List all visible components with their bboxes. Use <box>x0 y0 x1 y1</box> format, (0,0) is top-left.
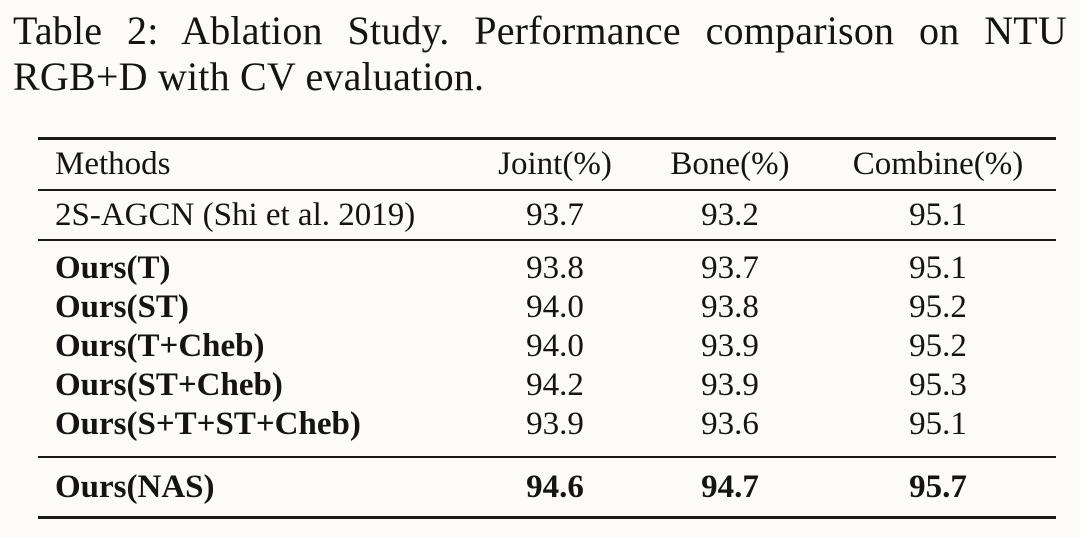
cell-combine: 95.2 <box>909 289 967 325</box>
cell-combine: 95.1 <box>909 406 967 442</box>
cell-method: Ours(ST) <box>55 289 189 325</box>
table-header-row: Methods Joint(%) Bone(%) Combine(%) <box>38 140 1056 189</box>
table-top-rule <box>38 137 1056 140</box>
col-header-joint: Joint(%) <box>498 146 612 182</box>
table-caption-line1: Table 2: Ablation Study. Performance com… <box>13 8 1067 53</box>
final-divider-rule <box>38 456 1056 458</box>
table-row: Ours(ST+Cheb) 94.2 93.9 95.3 <box>38 366 1056 405</box>
cell-bone: 93.7 <box>701 250 759 286</box>
cell-joint: 93.8 <box>526 250 584 286</box>
header-divider-rule <box>38 189 1056 191</box>
cell-bone: 93.2 <box>701 196 759 233</box>
cell-joint: 94.6 <box>526 468 584 505</box>
table-row-baseline: 2S-AGCN (Shi et al. 2019) 93.7 93.2 95.1 <box>38 191 1056 239</box>
table-caption: Table 2: Ablation Study. Performance com… <box>13 8 1067 100</box>
table-row-final: Ours(NAS) 94.6 94.7 95.7 <box>38 458 1056 516</box>
cell-joint: 94.0 <box>526 328 584 364</box>
col-header-combine: Combine(%) <box>852 146 1024 182</box>
cell-bone: 93.9 <box>701 328 759 364</box>
cell-bone: 93.9 <box>701 367 759 403</box>
cell-combine: 95.1 <box>909 250 967 286</box>
table-row: Ours(T) 93.8 93.7 95.1 <box>38 249 1056 288</box>
cell-joint: 93.9 <box>526 406 584 442</box>
col-header-bone: Bone(%) <box>670 146 790 182</box>
cell-bone: 94.7 <box>701 468 759 505</box>
cell-method: Ours(T) <box>55 250 171 286</box>
ablation-table: Methods Joint(%) Bone(%) Combine(%) 2S-A… <box>38 137 1056 519</box>
table-row: Ours(ST) 94.0 93.8 95.2 <box>38 288 1056 327</box>
cell-method: Ours(S+T+ST+Cheb) <box>55 406 361 442</box>
table-row: Ours(S+T+ST+Cheb) 93.9 93.6 95.1 <box>38 405 1056 444</box>
cell-joint: 93.7 <box>526 196 584 233</box>
table-bottom-rule <box>38 516 1056 519</box>
cell-method: Ours(T+Cheb) <box>55 328 265 364</box>
cell-method: 2S-AGCN (Shi et al. 2019) <box>55 196 416 233</box>
cell-bone: 93.6 <box>701 406 759 442</box>
cell-method: Ours(NAS) <box>55 468 215 505</box>
ablation-rows-group: Ours(T) 93.8 93.7 95.1 Ours(ST) 94.0 93.… <box>38 241 1056 456</box>
baseline-divider-rule <box>38 239 1056 241</box>
cell-joint: 94.0 <box>526 289 584 325</box>
table-caption-line2: RGB+D with CV evaluation. <box>13 54 485 99</box>
cell-bone: 93.8 <box>701 289 759 325</box>
cell-combine: 95.3 <box>909 367 967 403</box>
cell-combine: 95.7 <box>909 468 967 505</box>
cell-combine: 95.2 <box>909 328 967 364</box>
table-row: Ours(T+Cheb) 94.0 93.9 95.2 <box>38 327 1056 366</box>
cell-method: Ours(ST+Cheb) <box>55 367 283 403</box>
cell-joint: 94.2 <box>526 367 584 403</box>
col-header-methods: Methods <box>55 146 171 182</box>
cell-combine: 95.1 <box>909 196 967 233</box>
